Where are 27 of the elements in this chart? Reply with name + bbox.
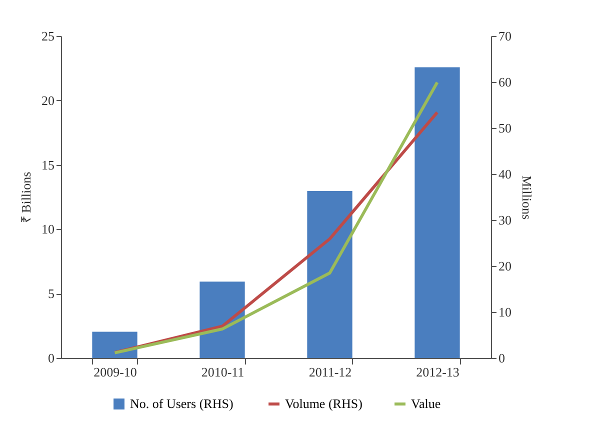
y2-tick-label: 40 (498, 166, 512, 182)
legend-label: No. of Users (RHS) (130, 396, 234, 411)
y2-tick-label: 50 (498, 120, 512, 136)
y2-tick-label: 20 (498, 258, 512, 274)
y-tick-label: 0 (48, 350, 54, 366)
bar (414, 67, 460, 358)
y2-tick-label: 30 (498, 212, 512, 228)
y2-tick-label: 10 (498, 304, 512, 320)
x-tick-label: 2011-12 (308, 364, 352, 380)
bar (200, 282, 245, 358)
legend-label: Volume (RHS) (285, 396, 362, 411)
y-axis-title: ₹ Billions (18, 172, 34, 224)
x-tick-label: 2009-10 (94, 364, 137, 380)
y2-tick-label: 70 (498, 28, 512, 44)
bar (307, 191, 352, 358)
legend-label: Value (411, 396, 441, 411)
x-tick-label: 2012-13 (416, 364, 460, 380)
y2-tick-label: 0 (498, 350, 505, 366)
y-tick-label: 10 (42, 222, 54, 237)
y-tick-label: 15 (42, 157, 54, 172)
y2-tick-label: 60 (498, 74, 512, 90)
bar (92, 332, 138, 358)
y-tick-label: 20 (42, 92, 54, 108)
y-tick-label: 25 (42, 28, 54, 44)
y-tick-label: 5 (48, 286, 54, 302)
y2-axis-title: Millions (520, 175, 534, 220)
x-tick-label: 2010-11 (201, 364, 244, 380)
